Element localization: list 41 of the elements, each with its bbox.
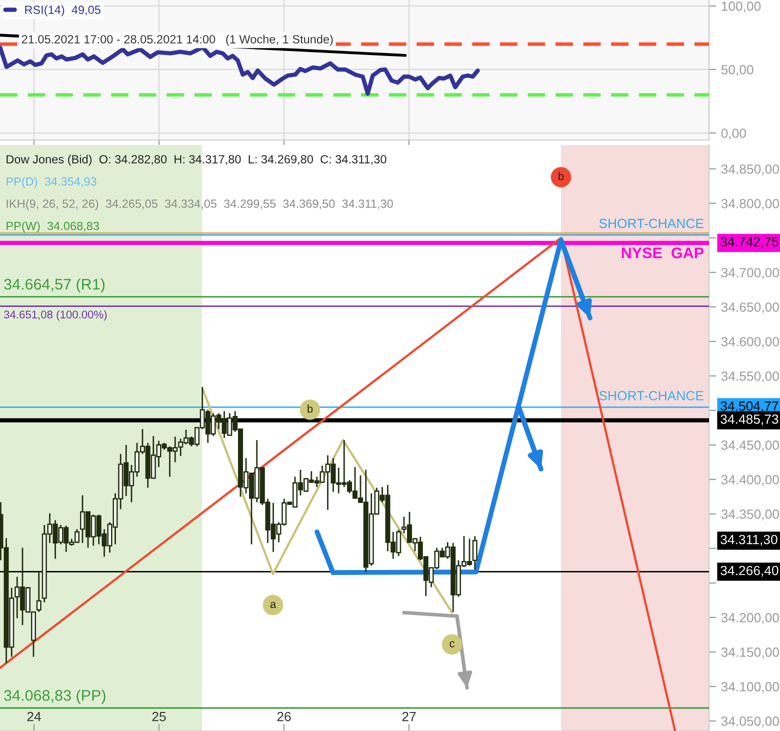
annotation: PP(D) 34.354,93 xyxy=(6,177,96,188)
annotation: 34.504,77 xyxy=(720,401,778,412)
ref-line-label: SHORT-CHANCE xyxy=(599,218,704,228)
x-tick-label: 27 xyxy=(402,712,416,722)
y-tick-label: 34.650,00 xyxy=(721,302,779,314)
y-tick-label: 34.100,00 xyxy=(721,682,779,693)
ref-line-label: 34.068,83 (PP) xyxy=(4,690,106,704)
y-tick-label: 34.200,00 xyxy=(721,613,779,624)
annotation: Dow Jones (Bid) O: 34.282,80 H: 34.317,80 L: 34.269,80 C: 34.311,30 xyxy=(6,154,386,166)
annotation: b xyxy=(308,404,313,413)
annotation: 34.742,75 xyxy=(720,237,778,248)
annotation: 34.266,40 xyxy=(720,566,778,577)
y-tick-label: 34.700,00 xyxy=(721,268,779,279)
y-tick-label: 34.550,00 xyxy=(721,371,779,382)
x-tick-label: 26 xyxy=(277,712,291,722)
y-tick-label: 50,00 xyxy=(721,65,754,76)
y-tick-label: 100,00 xyxy=(722,2,761,12)
x-tick-label: 25 xyxy=(152,712,166,722)
y-tick-label: 0,00 xyxy=(721,128,746,140)
y-tick-label: 34.450,00 xyxy=(721,440,779,452)
annotation: b xyxy=(558,172,564,180)
x-tick-label: 24 xyxy=(27,712,41,722)
annotation: 21.05.2021 17:00 - 28.05.2021 14:00 (1 Woche, 1 Stunde) xyxy=(22,34,333,46)
annotation: PP(W) 34.068,83 xyxy=(6,221,99,232)
y-tick-label: 34.350,00 xyxy=(721,510,779,520)
annotation: a xyxy=(270,602,276,608)
ref-line-label: SHORT-CHANCE xyxy=(599,391,704,400)
annotation: 34.485,73 xyxy=(720,414,778,426)
y-tick-label: 34.050,00 xyxy=(721,716,779,728)
y-tick-label: 34.850,00 xyxy=(721,164,779,176)
annotation: 34.311,30 xyxy=(720,534,778,546)
annotation: IKH(9, 26, 52, 26) 34.265,05 34.334,05 34.299,55 34.369,50 34.311,30 xyxy=(6,199,393,210)
ref-line-label: NYSE GAP xyxy=(622,247,704,258)
ref-line-label: 34.651,08 (100.00%) xyxy=(4,310,107,321)
annotation: c xyxy=(450,641,454,648)
y-tick-label: 34.800,00 xyxy=(721,198,779,210)
y-tick-label: 34.400,00 xyxy=(721,475,779,486)
y-tick-label: 34.600,00 xyxy=(721,336,779,348)
y-tick-label: 34.150,00 xyxy=(721,648,779,658)
ref-line-label: 34.664,57 (R1) xyxy=(4,278,105,293)
legend-label: RSI(14) 49,05 xyxy=(25,5,100,16)
